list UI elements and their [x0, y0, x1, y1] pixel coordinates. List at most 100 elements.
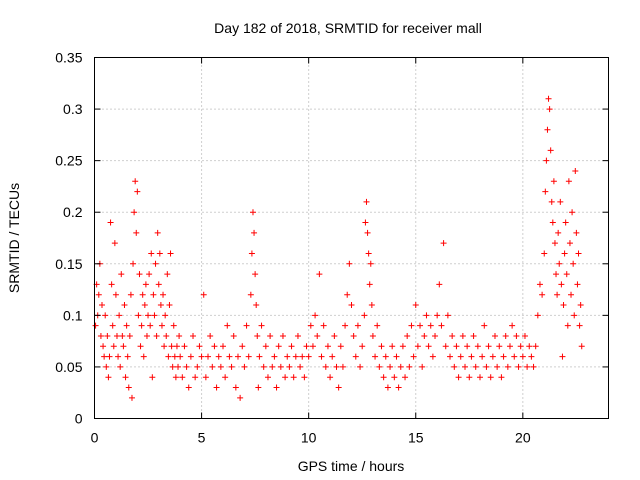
- data-point: [526, 343, 533, 350]
- data-point: [559, 353, 566, 360]
- data-point: [539, 291, 546, 298]
- data-point: [142, 281, 149, 288]
- data-point: [352, 353, 359, 360]
- data-point: [271, 353, 278, 360]
- data-point: [117, 363, 124, 370]
- data-point: [247, 291, 254, 298]
- data-point: [337, 343, 344, 350]
- data-point: [324, 343, 331, 350]
- y-tick-label: 0.35: [55, 50, 82, 66]
- data-point: [555, 229, 562, 236]
- data-point: [284, 353, 291, 360]
- y-axis-label: SRMTID / TECUs: [6, 183, 22, 293]
- data-point: [408, 322, 415, 329]
- data-point: [149, 374, 156, 381]
- data-point: [432, 332, 439, 339]
- data-point: [292, 353, 299, 360]
- data-point: [132, 178, 139, 185]
- data-point: [457, 353, 464, 360]
- data-point: [115, 353, 122, 360]
- data-point: [222, 374, 229, 381]
- y-tick-label: 0.2: [63, 204, 83, 220]
- data-point: [391, 374, 398, 381]
- data-point: [417, 322, 424, 329]
- data-point: [237, 394, 244, 401]
- data-point: [121, 302, 128, 309]
- data-point: [104, 332, 111, 339]
- data-point: [382, 353, 389, 360]
- data-point: [498, 374, 505, 381]
- data-point: [279, 332, 286, 339]
- grid: [94, 57, 609, 419]
- data-point: [361, 312, 368, 319]
- data-point: [496, 343, 503, 350]
- data-point: [402, 374, 409, 381]
- data-point: [442, 343, 449, 350]
- data-point: [267, 332, 274, 339]
- plot-frame: [94, 57, 609, 419]
- data-point: [102, 312, 109, 319]
- y-tick-label: 0.25: [55, 153, 82, 169]
- data-point: [577, 302, 584, 309]
- data-point: [309, 343, 316, 350]
- data-point: [147, 322, 154, 329]
- data-point: [106, 353, 113, 360]
- data-point: [126, 332, 133, 339]
- data-point: [101, 353, 108, 360]
- data-point: [312, 312, 319, 319]
- data-point: [563, 271, 570, 278]
- data-point: [536, 281, 543, 288]
- data-point: [423, 312, 430, 319]
- x-tick-label: 0: [91, 430, 99, 446]
- data-point: [397, 363, 404, 370]
- data-point: [434, 312, 441, 319]
- data-point: [335, 384, 342, 391]
- data-point: [363, 198, 370, 205]
- data-point: [123, 322, 130, 329]
- data-point: [116, 312, 123, 319]
- data-point: [275, 343, 282, 350]
- data-point: [207, 332, 214, 339]
- y-axis: 0 0.05 0.1 0.15 0.2 0.25 0.3 0.35: [55, 50, 609, 427]
- data-point: [173, 343, 180, 350]
- data-point: [376, 363, 383, 370]
- x-axis-label: GPS time / hours: [298, 458, 405, 474]
- x-tick-label: 5: [198, 430, 206, 446]
- data-point: [125, 384, 132, 391]
- data-point: [241, 363, 248, 370]
- data-point: [100, 343, 107, 350]
- data-point: [547, 147, 554, 154]
- data-point: [249, 209, 256, 216]
- data-point: [255, 384, 262, 391]
- data-point: [175, 363, 182, 370]
- data-point: [570, 260, 577, 267]
- data-point: [294, 332, 301, 339]
- data-point: [282, 374, 289, 381]
- data-point: [161, 343, 168, 350]
- data-point: [574, 281, 581, 288]
- data-point: [170, 322, 177, 329]
- data-point: [551, 240, 558, 247]
- data-point: [215, 353, 222, 360]
- data-point: [248, 250, 255, 257]
- data-point: [509, 322, 516, 329]
- data-point: [483, 363, 490, 370]
- data-point: [500, 353, 507, 360]
- data-point: [364, 229, 371, 236]
- data-point: [425, 343, 432, 350]
- data-point: [369, 332, 376, 339]
- data-point: [316, 271, 323, 278]
- data-point: [140, 353, 147, 360]
- data-point: [562, 219, 569, 226]
- data-point: [561, 250, 568, 257]
- y-tick-label: 0.15: [55, 256, 82, 272]
- data-point: [528, 353, 535, 360]
- data-point: [120, 343, 127, 350]
- data-point: [534, 312, 541, 319]
- data-point: [429, 353, 436, 360]
- data-point: [253, 302, 260, 309]
- data-point: [286, 363, 293, 370]
- data-point: [468, 353, 475, 360]
- data-point: [176, 332, 183, 339]
- data-point: [491, 332, 498, 339]
